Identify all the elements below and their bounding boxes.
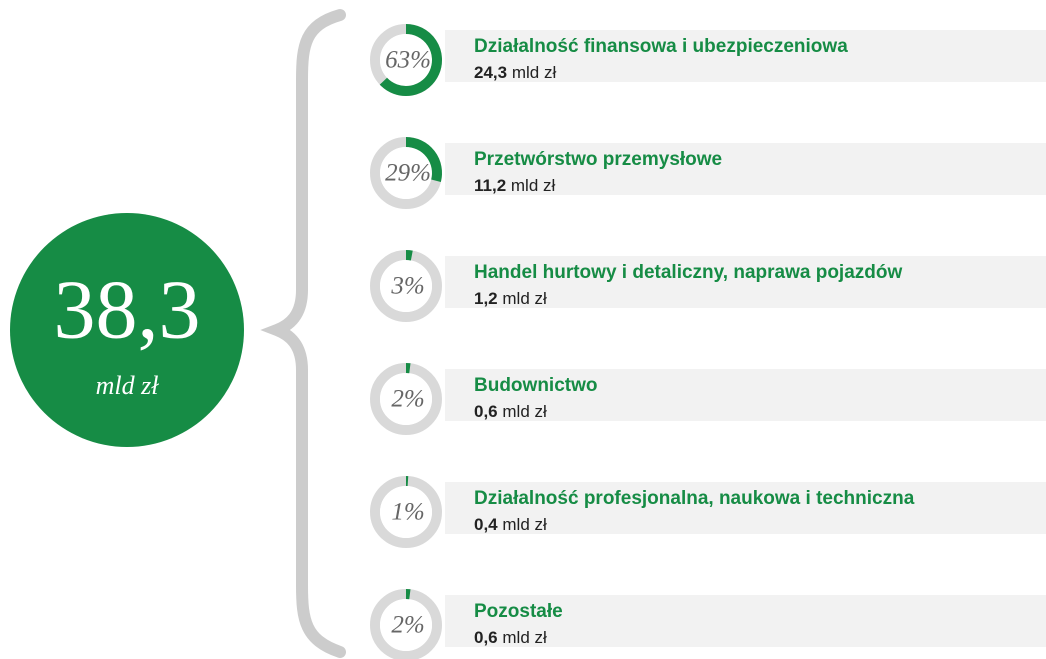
amount-unit: mld zł (502, 289, 547, 308)
category-label: Pozostałe (474, 601, 563, 622)
donut-arc (405, 137, 442, 182)
donut-arc (405, 250, 413, 261)
total-unit: mld zł (96, 371, 160, 400)
amount-label: 11,2 mld zł (474, 176, 556, 195)
amount-unit: mld zł (511, 176, 556, 195)
amount-value: 0,6 (474, 402, 498, 421)
amount-label: 0,6 mld zł (474, 628, 547, 647)
amount-value: 1,2 (474, 289, 498, 308)
amount-value: 0,6 (474, 628, 498, 647)
amount-unit: mld zł (502, 402, 547, 421)
percent-label: 29% (385, 160, 431, 187)
amount-label: 24,3 mld zł (474, 63, 556, 82)
percent-label: 2% (391, 386, 424, 413)
percent-label: 2% (391, 612, 424, 639)
donut-hole (380, 599, 432, 651)
amount-unit: mld zł (512, 63, 557, 82)
amount-value: 0,4 (474, 515, 498, 534)
donut-hole (380, 373, 432, 425)
row-background (445, 30, 1046, 82)
donut-hole (380, 486, 432, 538)
row-background (445, 482, 1046, 534)
row-background (445, 256, 1046, 308)
category-label: Działalność finansowa i ubezpieczeniowa (474, 36, 848, 57)
donut-hole (380, 147, 432, 199)
total-value: 38,3 (54, 263, 201, 356)
amount-unit: mld zł (502, 515, 547, 534)
percent-label: 63% (385, 47, 431, 74)
row-background (445, 595, 1046, 647)
row-background (445, 369, 1046, 421)
brace (260, 9, 346, 658)
donut-hole (380, 34, 432, 86)
amount-label: 0,6 mld zł (474, 402, 547, 421)
category-label: Handel hurtowy i detaliczny, naprawa poj… (474, 262, 902, 283)
category-label: Budownictwo (474, 375, 597, 396)
amount-value: 24,3 (474, 63, 507, 82)
percent-label: 3% (390, 273, 424, 300)
donut-arc (379, 24, 442, 96)
amount-label: 1,2 mld zł (474, 289, 547, 308)
percent-label: 1% (391, 499, 424, 526)
category-label: Działalność profesjonalna, naukowa i tec… (474, 488, 915, 509)
total-circle (10, 213, 244, 447)
amount-label: 0,4 mld zł (474, 515, 547, 534)
amount-value: 11,2 (474, 176, 506, 195)
category-label: Przetwórstwo przemysłowe (474, 149, 722, 170)
amount-unit: mld zł (502, 628, 547, 647)
donut-hole (380, 260, 432, 312)
row-background (445, 143, 1046, 195)
